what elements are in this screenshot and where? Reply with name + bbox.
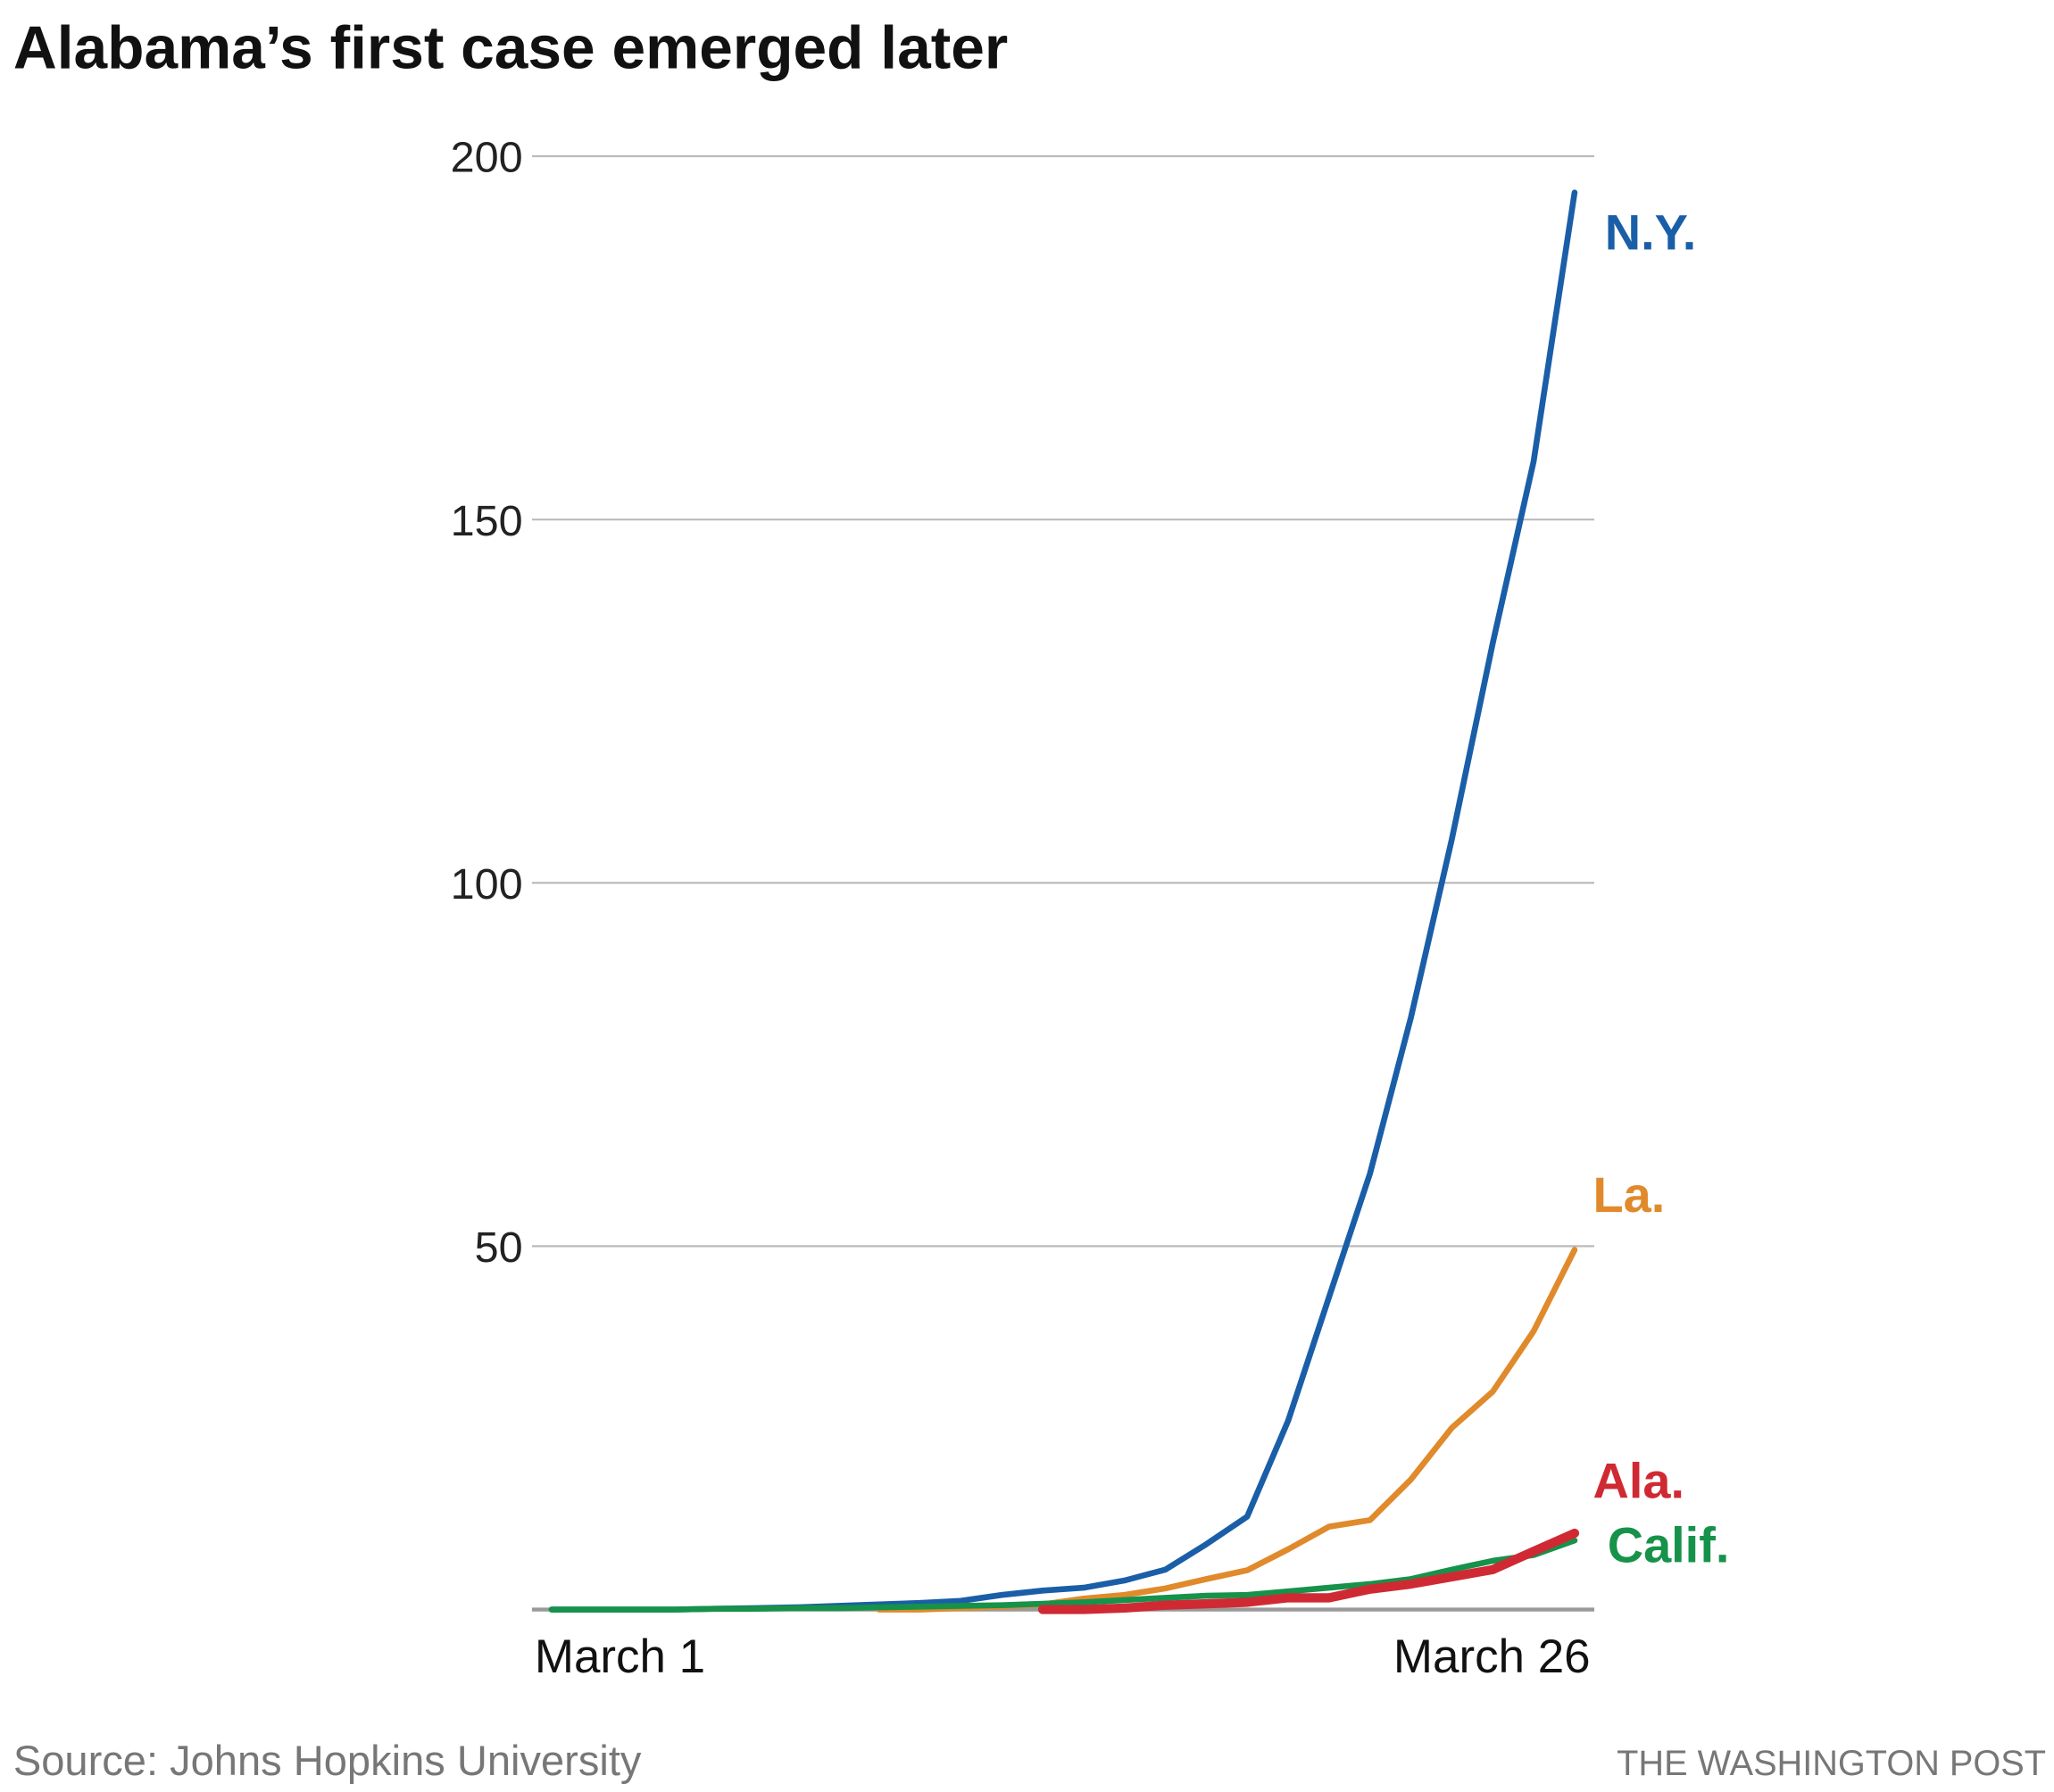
x-tick-label: March 26: [1393, 1630, 1591, 1683]
x-tick-label: March 1: [535, 1630, 705, 1683]
series-label: Ala.: [1593, 1452, 1685, 1508]
y-tick-label: 50: [475, 1224, 523, 1272]
series-label: N.Y.: [1605, 204, 1697, 261]
series-label: La.: [1593, 1166, 1666, 1223]
y-tick-label: 200: [451, 134, 523, 182]
series-label: Calif.: [1608, 1517, 1730, 1573]
source: Source: Johns Hopkins University: [13, 1737, 642, 1784]
series-line: [548, 1537, 1578, 1613]
chart-title: Alabama’s first case emerged later: [13, 14, 1008, 81]
series-line: [876, 1247, 1578, 1613]
y-tick-label: 100: [451, 860, 523, 908]
y-tick-label: 150: [451, 497, 523, 545]
series-line: [1037, 1528, 1580, 1614]
credit: THE WASHINGTON POST: [1617, 1744, 2046, 1783]
series-line: [548, 189, 1578, 1613]
